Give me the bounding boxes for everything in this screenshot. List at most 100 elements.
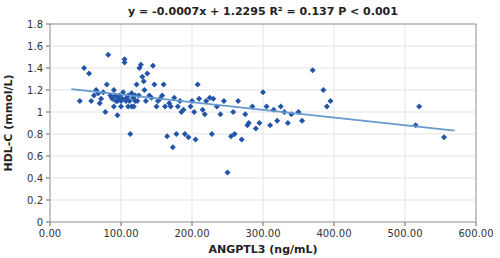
y-tick-label: 0 (37, 217, 43, 228)
scatter-point (256, 120, 262, 126)
scatter-point (202, 111, 208, 117)
x-tick (192, 222, 193, 226)
scatter-point (416, 104, 422, 110)
y-tick-label: 0.2 (27, 195, 43, 206)
scatter-point (221, 98, 227, 104)
y-tick (46, 222, 50, 223)
x-tick-label: 500.00 (388, 228, 423, 239)
x-tick (121, 222, 122, 226)
x-tick-label: 0.00 (39, 228, 61, 239)
scatter-point (299, 118, 305, 124)
x-tick-label: 600.00 (459, 228, 494, 239)
scatter-point (209, 131, 215, 137)
scatter-point (239, 137, 245, 143)
plot-area (50, 24, 476, 222)
scatter-point (122, 56, 128, 62)
scatter-point (441, 134, 447, 140)
x-tick-label: 100.00 (104, 228, 139, 239)
scatter-point (127, 131, 133, 137)
title: y = -0.0007x + 1.2295 R² = 0.137 P < 0.0… (128, 5, 398, 18)
scatter-point (196, 96, 202, 102)
y-grid-line (50, 156, 476, 157)
scatter-point (168, 104, 174, 110)
x-grid-line (405, 24, 406, 222)
x-grid-line (263, 24, 264, 222)
scatter-point (141, 78, 147, 84)
scatter-point (225, 170, 231, 176)
y-tick (46, 112, 50, 113)
y-grid-line (50, 112, 476, 113)
y-axis-label: HDL-C (mmol/L) (2, 74, 15, 171)
y-grid-line (50, 134, 476, 135)
y-grid-line (50, 46, 476, 47)
x-tick (405, 222, 406, 226)
scatter-point (98, 96, 104, 102)
scatter-point (134, 82, 140, 88)
scatter-point (81, 65, 87, 71)
y-tick (46, 46, 50, 47)
y-tick-label: 1.4 (27, 63, 43, 74)
y-tick (46, 24, 50, 25)
scatter-point (77, 98, 83, 104)
scatter-point (104, 82, 110, 88)
scatter-point (310, 67, 316, 73)
y-tick-label: 1.2 (27, 85, 43, 96)
y-tick (46, 90, 50, 91)
scatter-point (324, 104, 330, 110)
y-tick (46, 200, 50, 201)
scatter-point (170, 144, 176, 150)
scatter-point (210, 96, 216, 102)
scatter-point (327, 98, 333, 104)
scatter-point (274, 118, 280, 124)
scatter-point (88, 98, 94, 104)
scatter-point (151, 82, 157, 88)
grid (50, 24, 476, 222)
scatter-point (134, 98, 140, 104)
y-tick-label: 0.4 (27, 173, 43, 184)
x-tick (334, 222, 335, 226)
y-tick-label: 0.8 (27, 129, 43, 140)
x-tick (476, 222, 477, 226)
scatter-point (105, 52, 111, 58)
scatter-point (242, 111, 248, 117)
scatter-point (180, 107, 186, 113)
y-grid-line (50, 68, 476, 69)
scatter-point (235, 98, 241, 104)
y-tick (46, 178, 50, 179)
scatter-point (161, 82, 167, 88)
x-tick-label: 400.00 (317, 228, 352, 239)
scatter-point (118, 104, 124, 110)
scatter-point (154, 104, 160, 110)
scatter-point (144, 71, 150, 77)
scatter-point (267, 122, 273, 128)
scatter-point (185, 134, 191, 140)
scatter-series (77, 52, 447, 176)
x-tick-label: 200.00 (175, 228, 210, 239)
y-grid-line (50, 178, 476, 179)
scatter-point (193, 137, 199, 143)
axes: 0.00100.00200.00300.00400.00500.00600.00… (27, 19, 493, 240)
x-tick (263, 222, 264, 226)
x-axis-label: ANGPTL3 (ng/mL) (208, 243, 317, 256)
x-tick (50, 222, 51, 226)
scatter-point (320, 87, 326, 93)
scatter-point (230, 109, 236, 115)
scatter-point (191, 109, 197, 115)
y-tick-label: 1 (37, 107, 43, 118)
marks (71, 52, 454, 176)
y-tick-label: 1.6 (27, 41, 43, 52)
y-grid-line (50, 200, 476, 201)
scatter-point (86, 71, 92, 77)
scatter-point (111, 87, 117, 93)
scatter-point (131, 104, 137, 110)
y-tick (46, 156, 50, 157)
scatter-point (188, 104, 194, 110)
x-grid-line (334, 24, 335, 222)
scatter-point (173, 131, 179, 137)
scatter-point (175, 104, 181, 110)
scatter-point (111, 104, 117, 110)
chart: 0.00100.00200.00300.00400.00500.00600.00… (0, 0, 500, 258)
scatter-point (138, 62, 144, 68)
regression-line (71, 89, 454, 131)
scatter-point (253, 126, 259, 132)
